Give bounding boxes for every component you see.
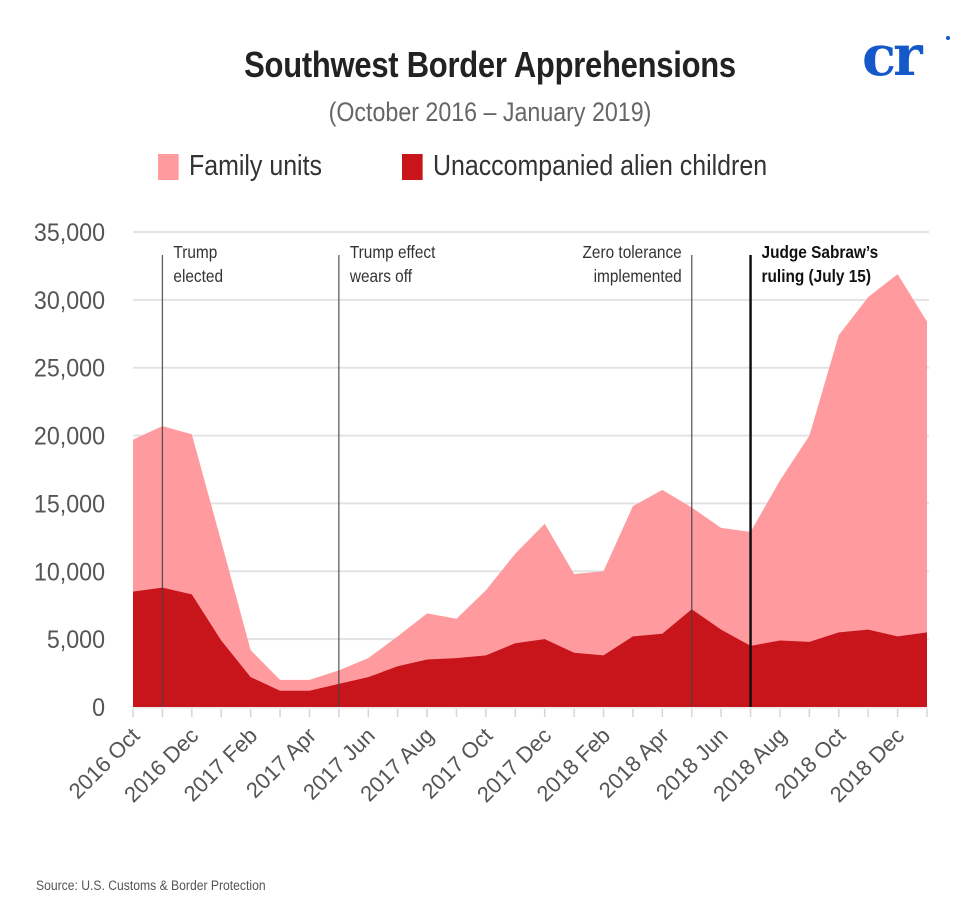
annotations: Trump elected Trump effect wears off Zero to… [161, 243, 879, 707]
annotation-label: ruling (July 15) [762, 267, 871, 286]
chart-title: Southwest Border Apprehensions [244, 44, 736, 85]
y-tick-label: 25,000 [34, 355, 105, 383]
annotation-label: Zero tolerance [583, 243, 682, 262]
y-tick-label: 35,000 [34, 219, 105, 247]
source-note: Source: U.S. Customs & Border Protection [36, 878, 266, 893]
legend-label-family-units: Family units [188, 150, 323, 182]
y-tick-label: 10,000 [34, 559, 105, 587]
legend-item-unaccompanied-children: Unaccompanied alien children [402, 150, 767, 183]
annotation-label: wears off [349, 267, 412, 286]
cr-logo: cr [862, 23, 923, 89]
area-family-units [133, 274, 927, 707]
annotation-label: implemented [594, 267, 682, 286]
annotation-label: elected [173, 267, 223, 286]
areas [133, 274, 927, 707]
y-tick-label: 15,000 [34, 491, 105, 519]
annotation-label: Trump effect [350, 243, 436, 262]
annotation-label: Judge Sabraw’s [762, 243, 879, 262]
legend-item-family-units: Family units [158, 150, 322, 183]
y-tick-label: 5,000 [47, 626, 105, 654]
legend-swatch-unaccompanied-children [402, 153, 423, 180]
legend: Family units Unaccompanied alien childre… [0, 150, 980, 190]
chart-subtitle: (October 2016 – January 2019) [328, 97, 652, 127]
legend-label-unaccompanied-children: Unaccompanied alien children [432, 150, 768, 182]
y-tick-label: 30,000 [34, 287, 105, 315]
logo-registered-dot [946, 36, 950, 40]
y-tick-label: 0 [92, 694, 105, 722]
y-tick-label: 20,000 [34, 423, 105, 451]
area-unaccompanied-children [133, 587, 927, 707]
annotation-label: Trump [173, 243, 217, 262]
legend-swatch-family-units [158, 153, 179, 180]
